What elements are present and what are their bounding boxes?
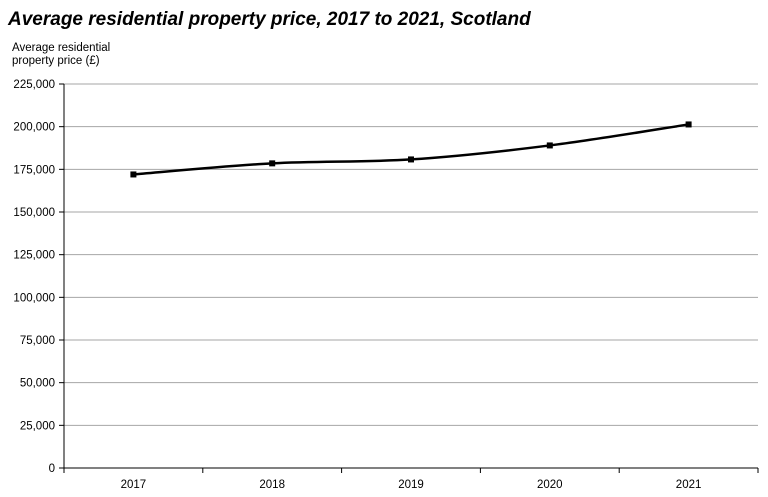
- series-line: [133, 123, 689, 176]
- y-tick-label: 25,000: [20, 420, 55, 432]
- gridlines: [64, 83, 758, 426]
- y-axis-label-line-1: Average residential: [12, 42, 111, 54]
- y-tick-label: 50,000: [20, 378, 55, 390]
- data-point: [685, 121, 692, 128]
- y-tick-label: 225,000: [13, 79, 55, 91]
- y-tick-label: 150,000: [13, 207, 55, 219]
- x-tick-label: 2021: [676, 479, 702, 491]
- data-point: [546, 142, 553, 149]
- y-tick-label: 75,000: [20, 335, 55, 347]
- y-axis-label-line-2: property price (£): [12, 55, 100, 67]
- data-point: [130, 171, 137, 178]
- y-tick-label: 200,000: [13, 122, 55, 134]
- y-axis-ticks: 0 25,000 50,000 75,000 100,000 125,000 150,000…: [13, 79, 64, 475]
- y-axis-label: Average residential property price (£): [12, 42, 132, 68]
- x-axis-ticks: 2017 2018 2019 2020 2021: [63, 468, 759, 491]
- y-tick-label: 100,000: [13, 292, 55, 304]
- x-tick-label: 2018: [259, 479, 285, 491]
- data-point: [269, 160, 276, 167]
- y-tick-label: 0: [49, 463, 55, 475]
- series: [130, 121, 692, 178]
- x-tick-label: 2020: [537, 479, 563, 491]
- x-tick-label: 2019: [398, 479, 424, 491]
- y-tick-label: 125,000: [13, 250, 55, 262]
- axes: [63, 84, 758, 469]
- y-tick-label: 175,000: [13, 164, 55, 176]
- data-point: [408, 156, 414, 163]
- chart-title: Average residential property price, 2017…: [8, 9, 531, 30]
- x-tick-label: 2017: [121, 479, 147, 491]
